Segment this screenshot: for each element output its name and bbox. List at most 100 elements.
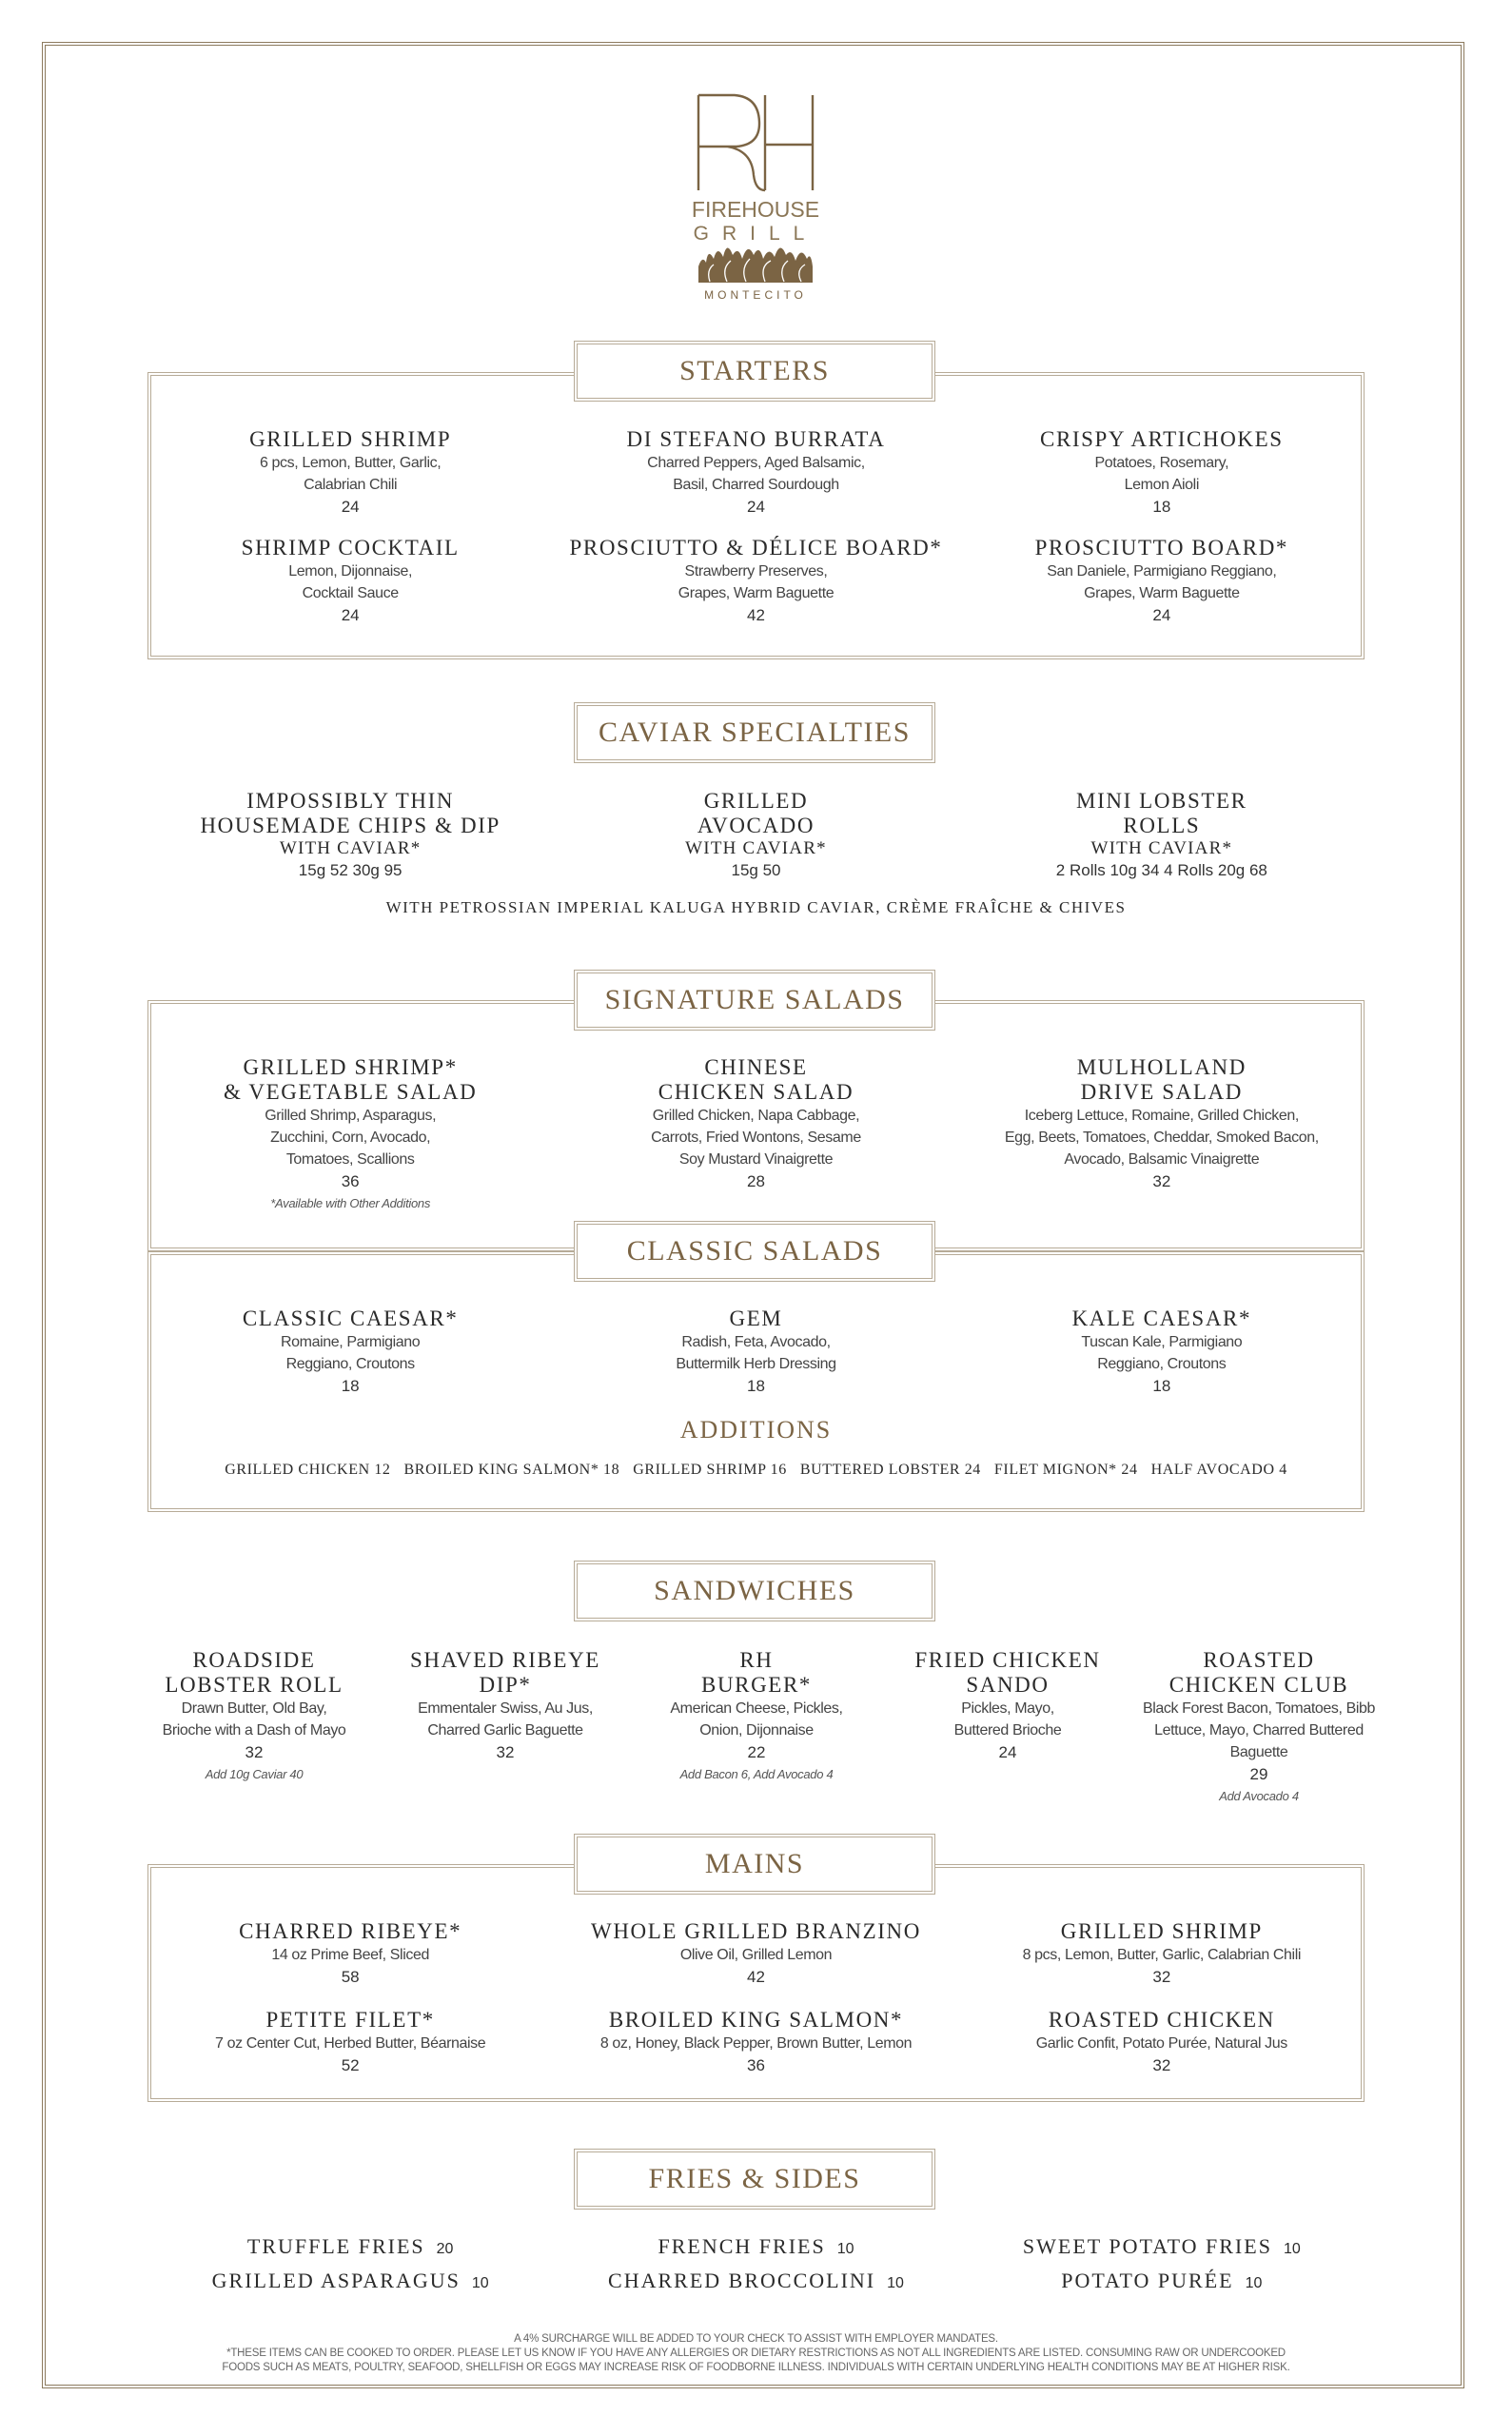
item-price: 15g 52 30g 95 <box>298 861 403 879</box>
rh-firehouse-grill-logo: FIREHOUSE GRILL MONTECITO <box>692 93 819 302</box>
item-description: Grapes, Warm Baguette <box>677 585 835 601</box>
item-price: 18 <box>341 1377 360 1395</box>
menu-item: SHAVED RIBEYE DIP* Emmentaler Swiss, Au J… <box>380 1648 631 1807</box>
item-description: Reggiano, Croutons <box>1097 1356 1227 1372</box>
menu-item: PROSCIUTTO BOARD* San Daniele, Parmigiano… <box>959 536 1365 627</box>
item-name: DI STEFANO BURRATA <box>626 427 886 451</box>
side-name: FRENCH FRIES <box>658 2234 826 2258</box>
item-name: CLASSIC CAESAR* <box>242 1306 459 1330</box>
item-price: 18 <box>747 1377 765 1395</box>
item-price: 2 Rolls 10g 34 4 Rolls 20g 68 <box>1055 861 1267 879</box>
item-description: Charred Peppers, Aged Balsamic, <box>647 455 865 471</box>
side-price: 10 <box>1245 2275 1263 2291</box>
item-name: CRISPY ARTICHOKES <box>1040 427 1284 451</box>
item-name: PETITE FILET* <box>265 2008 435 2032</box>
item-price: 29 <box>1249 1765 1268 1783</box>
item-name: SHRIMP COCKTAIL <box>241 536 460 560</box>
item-name: CHARRED RIBEYE* <box>239 1919 462 1943</box>
item-name: KALE CAESAR* <box>1071 1306 1252 1330</box>
side-name: CHARRED BROCCOLINI <box>608 2269 876 2292</box>
menu-item: CHINESE CHICKEN SALAD Grilled Chicken, Na… <box>553 1055 958 1214</box>
menu-item: RH BURGER* American Cheese, Pickles, Onion… <box>631 1648 882 1807</box>
menu-item: BROILED KING SALMON* 8 oz, Honey, Black P… <box>553 2008 958 2077</box>
item-note: *Available with Other Additions <box>270 1196 431 1210</box>
item-description: 8 pcs, Lemon, Butter, Garlic, Calabrian … <box>1022 1947 1302 1963</box>
starters-heading: STARTERS <box>574 341 935 402</box>
item-name: ROASTED CHICKEN CLUB <box>1168 1648 1349 1697</box>
item-description: Strawberry Preserves, <box>684 563 828 580</box>
side-price: 10 <box>887 2275 904 2291</box>
item-note: Add Avocado 4 <box>1219 1789 1299 1803</box>
item-price: 22 <box>747 1743 766 1761</box>
menu-item: CRISPY ARTICHOKES Potatoes, Rosemary, Lemo… <box>959 427 1365 519</box>
item-price: 28 <box>747 1172 765 1190</box>
disclaimer-line-2: FOODS SUCH AS MEATS, POULTRY, SEAFOOD, S… <box>222 2362 1290 2373</box>
addition-item: FILET MIGNON* 24 <box>993 1462 1138 1478</box>
side-item: POTATO PURÉE 10 <box>959 2269 1365 2293</box>
item-subtitle: WITH CAVIAR* <box>279 838 422 858</box>
classic-salads-heading: CLASSIC SALADS <box>574 1221 935 1282</box>
addition-item: GRILLED CHICKEN 12 <box>225 1462 391 1478</box>
item-description: Charred Garlic Baguette <box>427 1722 583 1739</box>
additions-heading: ADDITIONS <box>679 1416 833 1444</box>
item-name: CHINESE CHICKEN SALAD <box>658 1055 854 1104</box>
item-description: Brioche with a Dash of Mayo <box>162 1722 346 1739</box>
item-description: Tomatoes, Scallions <box>285 1151 415 1168</box>
menu-item: WHOLE GRILLED BRANZINO Olive Oil, Grilled… <box>553 1919 958 1989</box>
item-description: Carrots, Fried Wontons, Sesame <box>651 1130 861 1146</box>
item-description: Black Forest Bacon, Tomatoes, Bibb <box>1142 1700 1375 1717</box>
menu-item: FRIED CHICKEN SANDO Pickles, Mayo, Buttere… <box>882 1648 1133 1807</box>
item-price: 36 <box>341 1172 360 1190</box>
sandwiches-grid: ROADSIDE LOBSTER ROLL Drawn Butter, Old B… <box>128 1648 1384 1807</box>
disclaimer-line-1: *THESE ITEMS CAN BE COOKED TO ORDER. PLE… <box>226 2348 1286 2359</box>
menu-item: GEM Radish, Feta, Avocado, Buttermilk Herb… <box>553 1306 958 1398</box>
item-description: Lettuce, Mayo, Charred Buttered Baguette <box>1154 1722 1364 1760</box>
item-description: Reggiano, Croutons <box>285 1356 416 1372</box>
menu-item: SHRIMP COCKTAIL Lemon, Dijonnaise, Cocktai… <box>147 536 553 627</box>
item-price: 18 <box>1152 498 1171 516</box>
menu-item: MINI LOBSTER ROLLS WITH CAVIAR* 2 Rolls 10… <box>959 789 1365 882</box>
item-name: ROADSIDE LOBSTER ROLL <box>165 1648 344 1697</box>
item-description: Egg, Beets, Tomatoes, Cheddar, Smoked Ba… <box>1004 1130 1319 1146</box>
item-name: MULHOLLAND DRIVE SALAD <box>1076 1055 1247 1104</box>
item-price: 32 <box>1152 2056 1171 2074</box>
fries-sides-grid: TRUFFLE FRIES 20 FRENCH FRIES 10 SWEET POTAT… <box>147 2234 1365 2293</box>
item-description: Lemon, Dijonnaise, <box>288 563 413 580</box>
footer: A 4% SURCHARGE WILL BE ADDED TO YOUR CHE… <box>147 2332 1365 2375</box>
item-price: 32 <box>496 1743 515 1761</box>
item-description: San Daniele, Parmigiano Reggiano, <box>1047 563 1277 580</box>
item-description: Basil, Charred Sourdough <box>673 477 839 493</box>
mains-heading: MAINS <box>574 1834 935 1895</box>
logo-location-text: MONTECITO <box>704 288 807 302</box>
item-subtitle: WITH CAVIAR* <box>685 838 827 858</box>
item-price: 36 <box>747 2056 765 2074</box>
item-note: Add 10g Caviar 40 <box>205 1767 304 1781</box>
addition-item: GRILLED SHRIMP 16 <box>633 1462 787 1478</box>
addition-item: BUTTERED LOBSTER 24 <box>799 1462 981 1478</box>
item-description: Romaine, Parmigiano <box>281 1334 421 1350</box>
item-price: 24 <box>998 1743 1017 1761</box>
item-price: 32 <box>1152 1172 1171 1190</box>
item-description: Soy Mustard Vinaigrette <box>678 1151 834 1168</box>
item-description: Iceberg Lettuce, Romaine, Grilled Chicke… <box>1024 1108 1300 1124</box>
side-price: 20 <box>436 2241 454 2257</box>
item-price: 24 <box>341 606 360 624</box>
classic-salads-grid: CLASSIC CAESAR* Romaine, Parmigiano Reggia… <box>147 1306 1365 1398</box>
item-price: 15g 50 <box>731 861 781 879</box>
item-description: Calabrian Chili <box>304 477 398 493</box>
item-description: Olive Oil, Grilled Lemon <box>679 1947 833 1963</box>
signature-salads-heading: SIGNATURE SALADS <box>574 970 935 1031</box>
sandwiches-heading: SANDWICHES <box>574 1561 935 1621</box>
menu-item: GRILLED AVOCADO WITH CAVIAR* 15g 50 <box>553 789 958 882</box>
item-description: Radish, Feta, Avocado, <box>681 1334 831 1350</box>
item-description: Potatoes, Rosemary, <box>1094 455 1229 471</box>
item-description: Lemon Aioli <box>1124 477 1200 493</box>
item-description: Buttermilk Herb Dressing <box>676 1356 836 1372</box>
item-description: Zucchini, Corn, Avocado, <box>270 1130 431 1146</box>
side-item: TRUFFLE FRIES 20 <box>147 2234 553 2259</box>
item-name: GRILLED SHRIMP <box>249 427 452 451</box>
fries-sides-heading: FRIES & SIDES <box>574 2149 935 2210</box>
item-price: 24 <box>341 498 360 516</box>
item-price: 18 <box>1152 1377 1171 1395</box>
item-price: 24 <box>1152 606 1171 624</box>
